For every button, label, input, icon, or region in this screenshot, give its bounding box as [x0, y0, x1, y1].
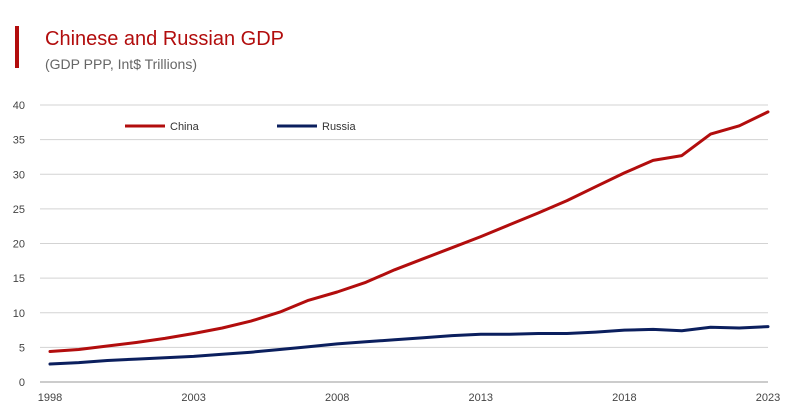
y-tick-label: 15: [13, 273, 25, 285]
series-line-russia: [48, 325, 770, 366]
x-tick-label: 2023: [756, 392, 780, 404]
y-tick-label: 25: [13, 204, 25, 216]
chart-subtitle: (GDP PPP, Int$ Trillions): [45, 56, 197, 72]
y-tick-label: 30: [13, 169, 25, 181]
y-tick-label: 10: [13, 308, 25, 320]
y-tick-label: 35: [13, 135, 25, 147]
x-tick-label: 2013: [469, 392, 493, 404]
series-line-china: [48, 110, 770, 353]
y-tick-label: 20: [13, 239, 25, 251]
x-tick-label: 2003: [181, 392, 205, 404]
x-tick-label: 2018: [612, 392, 636, 404]
x-tick-label: 1998: [38, 392, 62, 404]
chart-title: Chinese and Russian GDP: [45, 28, 285, 50]
legend-label-china: China: [170, 121, 200, 133]
y-tick-label: 40: [13, 100, 25, 112]
y-tick-label: 5: [19, 342, 25, 354]
title-accent-bar: [15, 26, 19, 68]
x-tick-label: 2008: [325, 392, 349, 404]
legend-label-russia: Russia: [322, 121, 357, 133]
y-tick-label: 0: [19, 377, 25, 389]
